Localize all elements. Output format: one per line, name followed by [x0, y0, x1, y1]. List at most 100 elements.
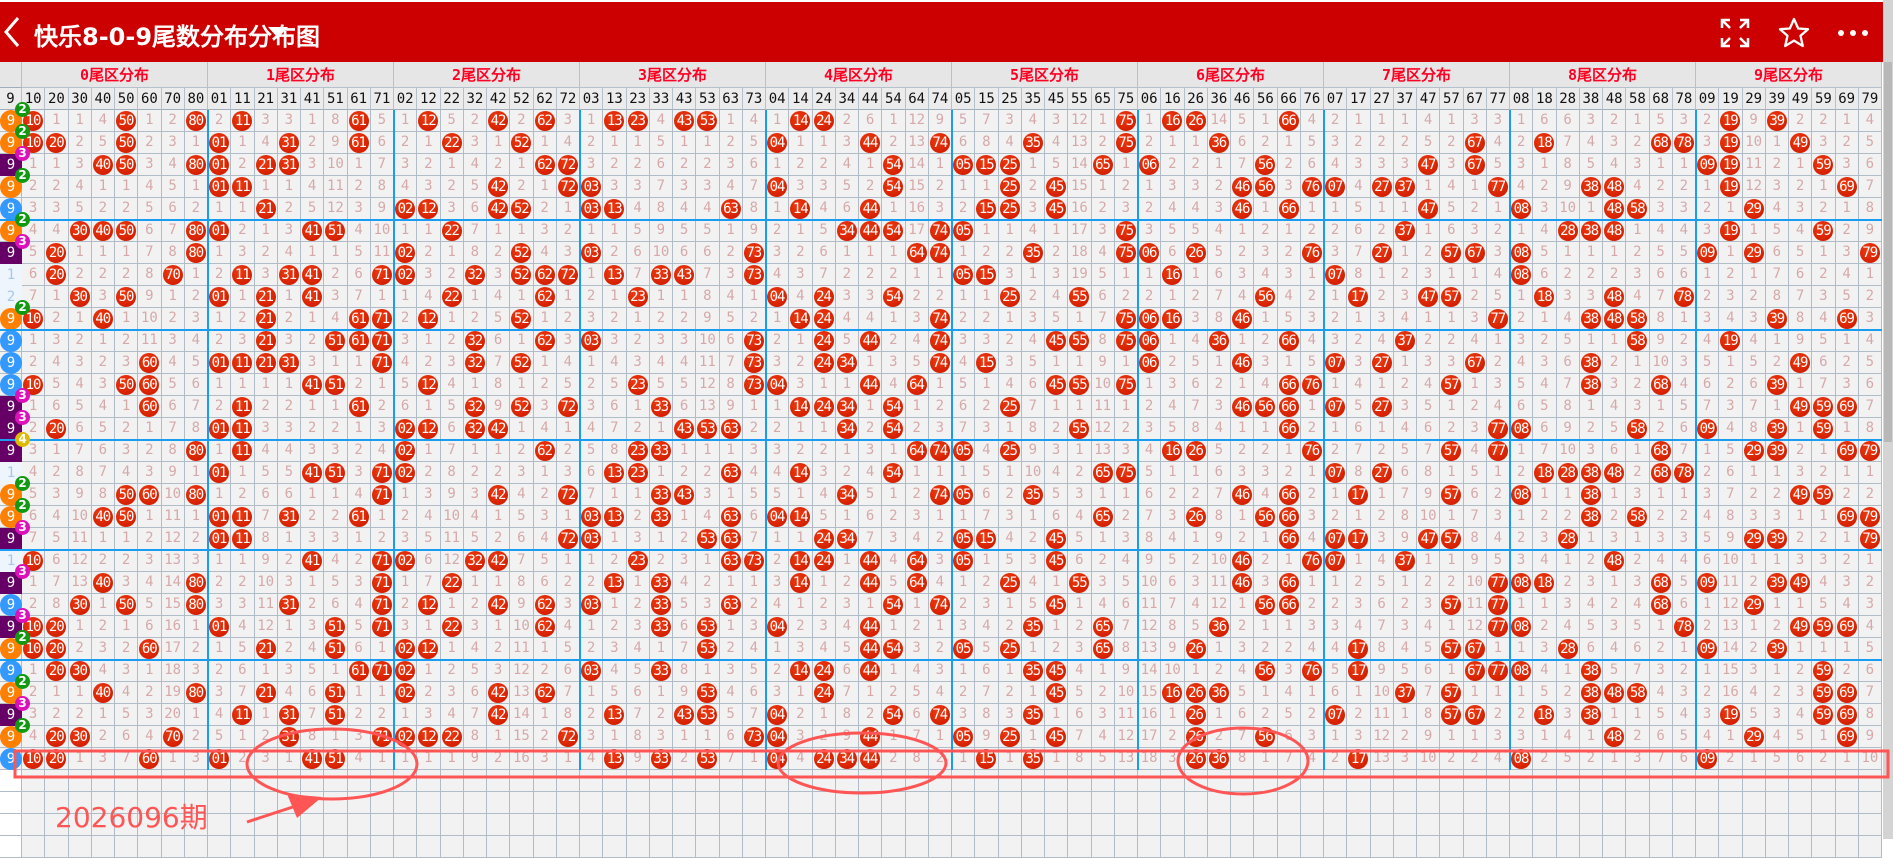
column-header[interactable]: 16	[1161, 88, 1185, 110]
column-header[interactable]: 36	[1207, 88, 1231, 110]
column-header[interactable]: 42	[487, 88, 511, 110]
column-header[interactable]: 69	[1835, 88, 1859, 110]
column-header[interactable]: 49	[1789, 88, 1813, 110]
column-header[interactable]: 33	[649, 88, 673, 110]
column-header[interactable]: 50	[115, 88, 139, 110]
more-icon[interactable]	[1836, 16, 1870, 50]
column-header[interactable]: 72	[556, 88, 580, 110]
column-header[interactable]: 80	[184, 88, 208, 110]
column-header[interactable]: 52	[510, 88, 534, 110]
column-header[interactable]: 37	[1393, 88, 1417, 110]
column-header[interactable]: 56	[1254, 88, 1278, 110]
column-header[interactable]: 01	[208, 88, 232, 110]
omission-cell: 2	[859, 418, 883, 440]
omission-cell: 2	[649, 308, 673, 330]
column-header[interactable]: 32	[463, 88, 487, 110]
hit-cell: 63	[719, 198, 743, 220]
omission-cell: 2	[277, 198, 301, 220]
column-header[interactable]: 74	[928, 88, 952, 110]
scrollbar-thumb[interactable]	[1884, 62, 1892, 442]
column-header[interactable]: 45	[1045, 88, 1069, 110]
column-header[interactable]: 31	[277, 88, 301, 110]
hit-ball: 22	[441, 133, 462, 153]
column-header[interactable]: 19	[1719, 88, 1743, 110]
key-cell: 9	[0, 176, 22, 198]
column-header[interactable]: 12	[417, 88, 441, 110]
column-header[interactable]: 20	[45, 88, 69, 110]
column-header[interactable]: 51	[324, 88, 348, 110]
column-header[interactable]: 25	[998, 88, 1022, 110]
chevron-left-icon[interactable]	[2, 14, 24, 50]
column-header[interactable]: 26	[1184, 88, 1208, 110]
empty-cell	[998, 836, 1022, 858]
column-header[interactable]: 57	[1440, 88, 1464, 110]
column-header[interactable]: 43	[673, 88, 697, 110]
omission-cell: 1	[1161, 704, 1185, 726]
omission-cell: 5	[742, 132, 766, 154]
column-header[interactable]: 28	[1556, 88, 1580, 110]
column-header[interactable]: 35	[1021, 88, 1045, 110]
column-header[interactable]: 09	[1696, 88, 1720, 110]
column-header[interactable]: 46	[1231, 88, 1255, 110]
column-header[interactable]: 21	[254, 88, 278, 110]
column-header[interactable]: 08	[1510, 88, 1534, 110]
column-header[interactable]: 15	[975, 88, 999, 110]
column-header[interactable]: 63	[719, 88, 743, 110]
column-header[interactable]: 24	[812, 88, 836, 110]
column-header[interactable]: 66	[1277, 88, 1301, 110]
expand-icon[interactable]	[1718, 16, 1752, 50]
column-header[interactable]: 41	[301, 88, 325, 110]
hit-cell: 41	[301, 374, 325, 396]
column-header[interactable]: 05	[952, 88, 976, 110]
hit-ball: 67	[1464, 133, 1485, 153]
empty-cell	[254, 814, 278, 836]
column-header[interactable]: 30	[68, 88, 92, 110]
column-header[interactable]: 39	[1765, 88, 1789, 110]
column-header[interactable]: 07	[1324, 88, 1348, 110]
column-header[interactable]: 14	[789, 88, 813, 110]
column-header[interactable]: 47	[1417, 88, 1441, 110]
column-header[interactable]: 11	[231, 88, 255, 110]
column-header[interactable]: 18	[1533, 88, 1557, 110]
column-header[interactable]: 73	[742, 88, 766, 110]
column-header[interactable]: 58	[1626, 88, 1650, 110]
column-header[interactable]: 54	[882, 88, 906, 110]
column-header[interactable]: 65	[1091, 88, 1115, 110]
column-header[interactable]: 06	[1138, 88, 1162, 110]
column-header[interactable]: 62	[533, 88, 557, 110]
column-header[interactable]: 61	[347, 88, 371, 110]
column-header[interactable]: 29	[1742, 88, 1766, 110]
caret-down-icon[interactable]	[268, 27, 288, 38]
omission-cell: 1	[1393, 110, 1417, 132]
column-header[interactable]: 79	[1858, 88, 1882, 110]
column-header[interactable]: 40	[91, 88, 115, 110]
omission-cell: 12	[510, 660, 534, 682]
column-header[interactable]: 60	[138, 88, 162, 110]
column-header[interactable]: 13	[603, 88, 627, 110]
column-header[interactable]: 27	[1370, 88, 1394, 110]
column-header[interactable]: 44	[859, 88, 883, 110]
column-header[interactable]: 23	[626, 88, 650, 110]
column-header[interactable]: 71	[370, 88, 394, 110]
column-header[interactable]: 04	[766, 88, 790, 110]
column-header[interactable]: 55	[1068, 88, 1092, 110]
column-header[interactable]: 02	[394, 88, 418, 110]
column-header[interactable]: 70	[161, 88, 185, 110]
column-header[interactable]: 03	[580, 88, 604, 110]
column-header[interactable]: 53	[696, 88, 720, 110]
star-icon[interactable]	[1777, 16, 1811, 50]
column-header[interactable]: 75	[1114, 88, 1138, 110]
column-header[interactable]: 17	[1347, 88, 1371, 110]
column-header[interactable]: 64	[905, 88, 929, 110]
column-header[interactable]: 78	[1672, 88, 1696, 110]
column-header[interactable]: 22	[440, 88, 464, 110]
column-header[interactable]: 38	[1579, 88, 1603, 110]
column-header[interactable]: 34	[835, 88, 859, 110]
column-header[interactable]: 76	[1300, 88, 1324, 110]
hit-ball: 48	[1604, 177, 1624, 197]
column-header[interactable]: 68	[1649, 88, 1673, 110]
column-header[interactable]: 48	[1603, 88, 1627, 110]
column-header[interactable]: 77	[1486, 88, 1510, 110]
column-header[interactable]: 59	[1812, 88, 1836, 110]
column-header[interactable]: 67	[1463, 88, 1487, 110]
